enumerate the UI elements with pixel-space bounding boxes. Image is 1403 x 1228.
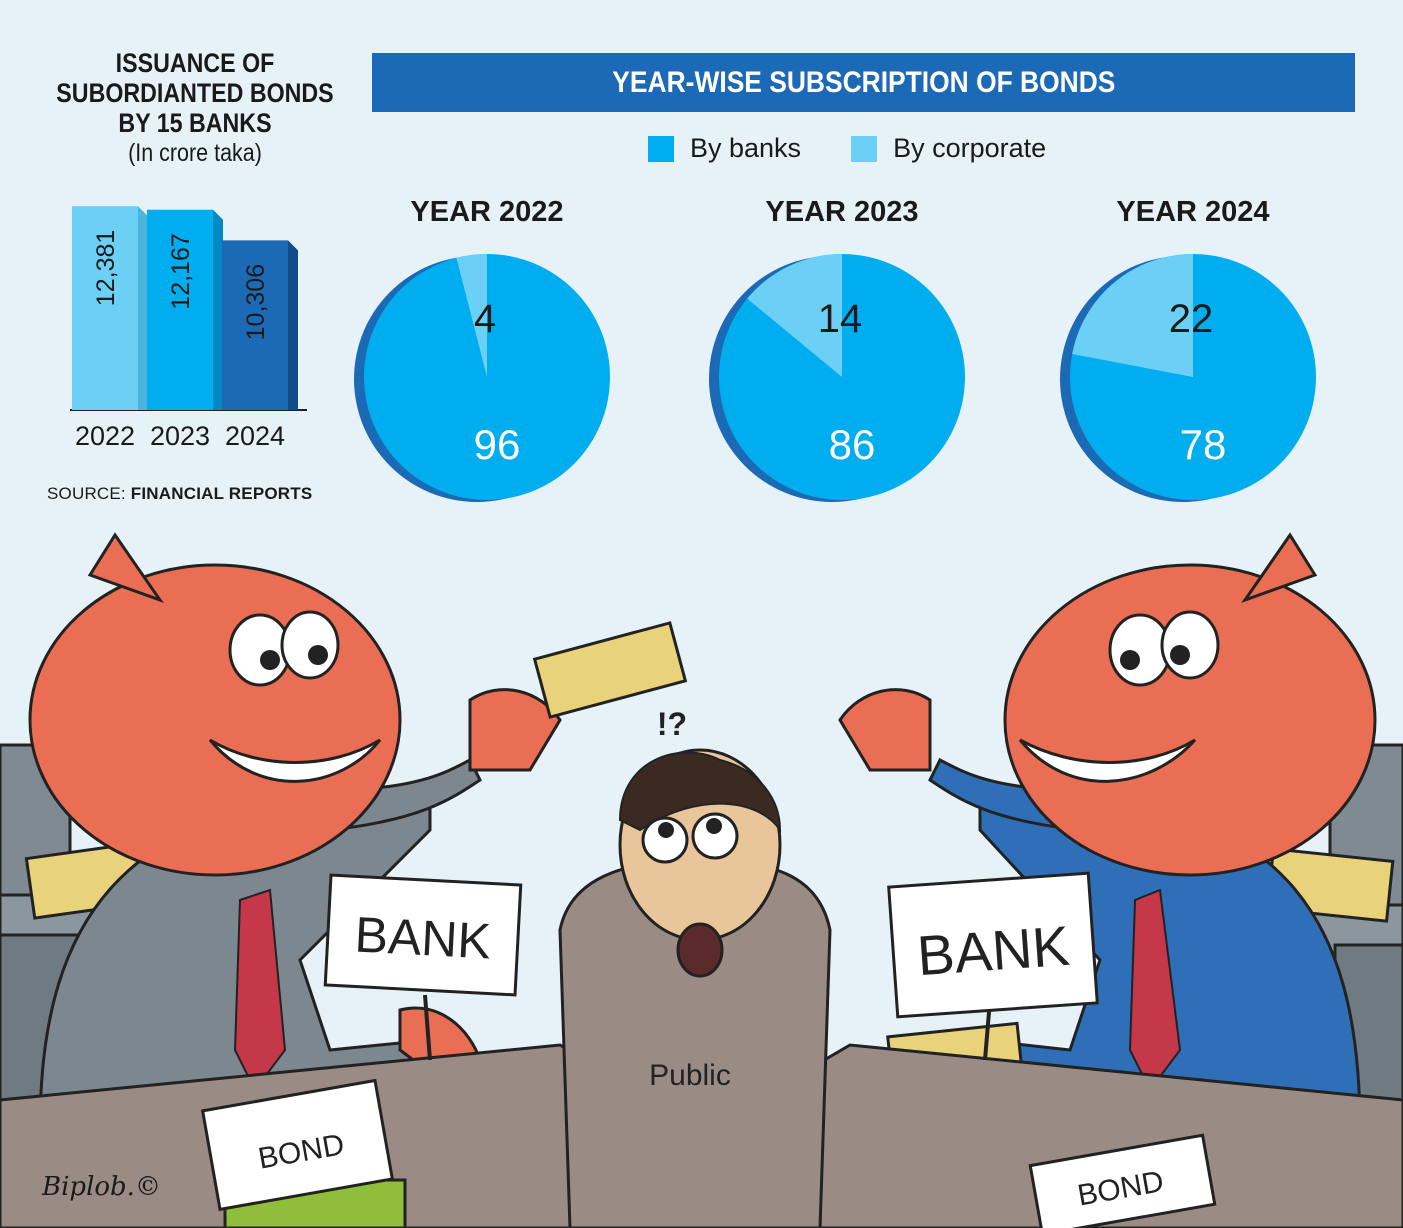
bar-category-label-2023: 2023 (150, 421, 210, 451)
source-note: SOURCE: FINANCIAL REPORTS (47, 484, 312, 504)
bar-side-2022 (138, 206, 148, 410)
bar-chart-title-line-1: ISSUANCE OF (115, 48, 275, 78)
bar-value-label-2024: 10,306 (242, 264, 270, 340)
right-bank-sign: BANK (887, 871, 1099, 1061)
pie-label-corporate-year-2023: 14 (818, 297, 863, 341)
bar-value-label-2022: 12,381 (92, 230, 120, 306)
charts-layer: 12,381 2022 12,167 2023 10,306 2024 YEAR 2022… (70, 196, 1316, 502)
pie-label-corporate-year-2024: 22 (1169, 297, 1214, 341)
left-bond-paper: BOND (200, 1078, 407, 1228)
bar-chart-unit: (In crore taka) (128, 139, 262, 167)
left-bank-sign: BANK (323, 873, 523, 1061)
pie-slice-corporate-year-2022 (456, 254, 487, 377)
bar-chart-title: ISSUANCE OF SUBORDIANTED BONDS BY 15 BAN… (53, 48, 337, 168)
bar-chart: 12,381 2022 12,167 2023 10,306 2024 (70, 206, 307, 451)
bar-category-label-2024: 2024 (225, 421, 285, 451)
bar-side-2023 (213, 209, 223, 410)
pie-slice-corporate-year-2023 (747, 254, 842, 377)
legend-item-banks: By banks (648, 133, 801, 164)
pie-section-banner: YEAR-WISE SUBSCRIPTION OF BONDS (372, 53, 1355, 112)
bar-chart-title-line-3: BY 15 BANKS (118, 108, 272, 138)
pie-label-banks-year-2022: 96 (474, 421, 521, 468)
right-banker (838, 532, 1377, 1132)
bar-2024 (222, 240, 288, 410)
public-man (558, 748, 832, 1228)
legend-swatch-banks (648, 135, 674, 162)
pie-title-year-2023: YEAR 2023 (765, 196, 918, 228)
pie-label-banks-year-2023: 86 (829, 421, 876, 468)
right-bond-paper: BOND (1028, 1133, 1217, 1228)
artist-signature: Biplob.© (42, 1172, 161, 1202)
pie-title-year-2024: YEAR 2024 (1116, 196, 1269, 228)
public-shirt-text: Public (649, 1059, 731, 1092)
legend-label-corporate: By corporate (893, 133, 1047, 163)
legend-item-corporate: By corporate (851, 133, 1046, 164)
bar-category-label-2022: 2022 (75, 421, 135, 451)
bar-value-label-2023: 12,167 (167, 233, 195, 309)
pie-slice-corporate-year-2024 (1072, 254, 1193, 377)
right-sign-text: BANK (915, 914, 1072, 987)
legend-label-banks: By banks (690, 133, 802, 163)
pie-charts: YEAR 2022 4 96 YEAR 2023 14 86 YEAR 2024 22 78 (354, 196, 1316, 502)
bar-chart-title-line-2: SUBORDIANTED BONDS (56, 78, 334, 108)
banner-title: YEAR-WISE SUBSCRIPTION OF BONDS (611, 66, 1116, 99)
bar-2022 (72, 206, 138, 410)
source-label: SOURCE: (47, 484, 126, 503)
bar-2023 (147, 209, 213, 410)
pie-legend: By banks By corporate (648, 133, 1046, 164)
pie-label-corporate-year-2022: 4 (474, 297, 496, 341)
pie-title-year-2022: YEAR 2022 (410, 196, 563, 228)
question-mark: !? (657, 706, 687, 742)
legend-swatch-corporate (851, 135, 878, 162)
pie-label-banks-year-2024: 78 (1180, 421, 1227, 468)
source-value: FINANCIAL REPORTS (130, 484, 313, 503)
bar-side-2024 (288, 240, 298, 410)
left-sign-text: BANK (353, 906, 492, 969)
